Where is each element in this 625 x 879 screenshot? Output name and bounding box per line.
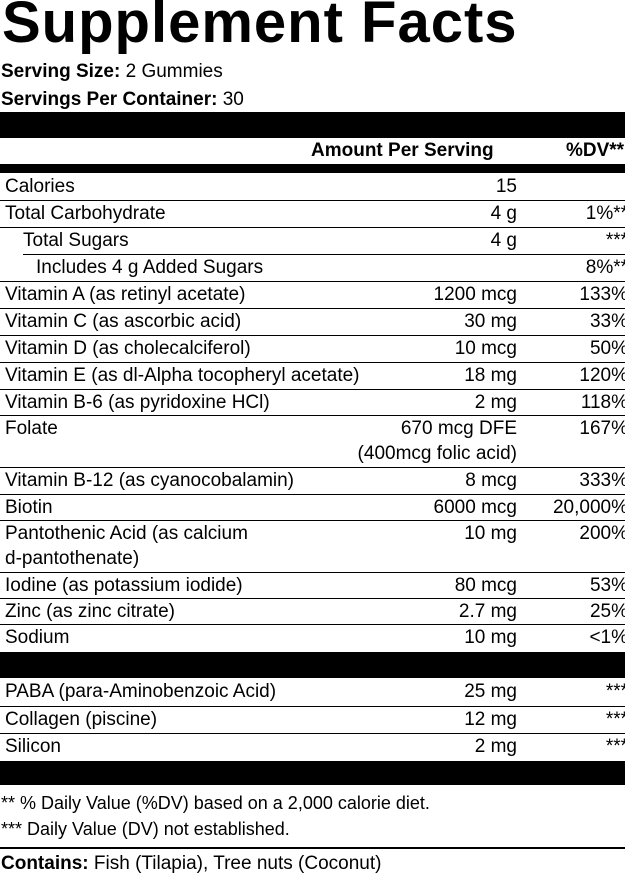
nutrient-dv: 133% bbox=[579, 284, 625, 305]
row-divider bbox=[0, 227, 625, 228]
nutrient-name-continued: d-pantothenate) bbox=[5, 548, 140, 569]
panel-title: Supplement Facts bbox=[2, 0, 518, 55]
nutrient-amount: 2 mg bbox=[474, 392, 517, 413]
servings-per-container-label: Servings Per Container: bbox=[1, 89, 218, 110]
row-divider bbox=[0, 598, 625, 599]
thick-divider-header bbox=[0, 164, 625, 173]
nutrient-name: Vitamin B-12 (as cyanocobalamin) bbox=[5, 470, 295, 491]
nutrient-dv: 20,000% bbox=[552, 497, 625, 518]
nutrient-dv: 120% bbox=[579, 365, 625, 386]
nutrient-dv: 8%** bbox=[585, 257, 625, 278]
footer-divider bbox=[0, 847, 625, 849]
nutrient-name: Includes 4 g Added Sugars bbox=[36, 257, 264, 278]
nutrient-name: Vitamin C (as ascorbic acid) bbox=[5, 311, 242, 332]
contains-value: Fish (Tilapia), Tree nuts (Coconut) bbox=[93, 853, 382, 874]
nutrient-dv: 200% bbox=[579, 523, 625, 544]
nutrient-amount: 6000 mcg bbox=[433, 497, 517, 518]
nutrient-amount: 10 mg bbox=[464, 523, 517, 544]
row-divider bbox=[0, 281, 625, 282]
nutrient-amount: 18 mg bbox=[464, 365, 517, 386]
row-divider bbox=[0, 706, 625, 707]
servings-per-container-value: 30 bbox=[222, 89, 244, 110]
nutrient-amount: 30 mg bbox=[464, 311, 517, 332]
nutrient-name: Total Carbohydrate bbox=[5, 203, 166, 224]
nutrient-name: Zinc (as zinc citrate) bbox=[5, 601, 175, 622]
nutrient-name: Iodine (as potassium iodide) bbox=[5, 575, 243, 596]
footnote-daily-value: ** % Daily Value (%DV) based on a 2,000 … bbox=[1, 793, 430, 813]
nutrient-name: Total Sugars bbox=[23, 230, 129, 251]
footnote-not-established: *** Daily Value (DV) not established. bbox=[1, 819, 290, 839]
allergen-statement: Contains: Fish (Tilapia), Tree nuts (Coc… bbox=[1, 853, 381, 875]
nutrient-name: Vitamin D (as cholecalciferol) bbox=[5, 338, 251, 359]
ingredient-name: PABA (para-Aminobenzoic Acid) bbox=[5, 681, 277, 702]
nutrient-name: Vitamin B-6 (as pyridoxine HCl) bbox=[5, 392, 270, 413]
servings-per-container: Servings Per Container: 30 bbox=[1, 88, 244, 112]
nutrient-amount: 15 bbox=[495, 176, 517, 197]
nutrient-row: Folate 670 mcg DFE (400mcg folic acid) 1… bbox=[0, 416, 625, 464]
serving-size-value: 2 Gummies bbox=[125, 61, 223, 82]
nutrient-amount: 10 mg bbox=[464, 627, 517, 648]
header-amount-per-serving: Amount Per Serving bbox=[311, 140, 494, 161]
row-divider bbox=[0, 624, 625, 625]
nutrient-name: Biotin bbox=[5, 497, 53, 518]
nutrient-name: Sodium bbox=[5, 627, 70, 648]
header-dv: %DV** bbox=[566, 140, 625, 161]
row-divider bbox=[0, 467, 625, 468]
nutrient-row: Pantothenic Acid (as calcium d-pantothen… bbox=[0, 521, 625, 569]
nutrient-name: Vitamin E (as dl-Alpha tocopheryl acetat… bbox=[5, 365, 360, 386]
nutrient-dv: 53% bbox=[589, 575, 625, 596]
nutrient-name: Calories bbox=[5, 176, 75, 197]
nutrient-amount: 80 mcg bbox=[454, 575, 517, 596]
thick-divider-bottom bbox=[0, 761, 625, 785]
row-divider bbox=[0, 335, 625, 336]
row-divider bbox=[0, 308, 625, 309]
serving-size-label: Serving Size: bbox=[1, 61, 121, 82]
row-divider bbox=[0, 389, 625, 390]
ingredient-dv: *** bbox=[605, 681, 625, 702]
row-divider bbox=[0, 733, 625, 734]
row-divider bbox=[0, 362, 625, 363]
nutrient-dv: *** bbox=[605, 230, 625, 251]
row-divider bbox=[0, 494, 625, 495]
ingredient-dv: *** bbox=[605, 709, 625, 730]
nutrient-dv: 50% bbox=[589, 338, 625, 359]
nutrient-name: Folate bbox=[5, 418, 58, 439]
nutrient-dv: 118% bbox=[580, 392, 625, 413]
nutrient-dv: <1% bbox=[589, 627, 625, 648]
nutrient-dv: 333% bbox=[579, 470, 625, 491]
nutrient-dv: 25% bbox=[589, 601, 625, 622]
ingredient-amount: 2 mg bbox=[474, 736, 517, 757]
row-divider bbox=[0, 572, 625, 573]
ingredient-name: Silicon bbox=[5, 736, 61, 757]
ingredient-amount: 25 mg bbox=[464, 681, 517, 702]
nutrient-dv: 167% bbox=[579, 418, 625, 439]
nutrient-amount: 8 mcg bbox=[465, 470, 517, 491]
thick-divider-middle bbox=[0, 652, 625, 678]
row-divider bbox=[0, 200, 625, 201]
nutrient-amount-detail: (400mcg folic acid) bbox=[357, 443, 517, 464]
row-divider bbox=[23, 254, 625, 255]
nutrient-amount: 670 mcg DFE bbox=[400, 418, 517, 439]
ingredient-dv: *** bbox=[605, 736, 625, 757]
row-divider bbox=[0, 415, 625, 416]
row-divider bbox=[0, 520, 625, 521]
contains-label: Contains: bbox=[1, 853, 89, 874]
nutrient-dv: 1%** bbox=[585, 203, 625, 224]
nutrient-dv: 33% bbox=[589, 311, 625, 332]
thick-divider-top bbox=[0, 112, 625, 138]
nutrient-name: Vitamin A (as retinyl acetate) bbox=[5, 284, 246, 305]
nutrient-amount: 4 g bbox=[490, 230, 517, 251]
nutrient-name: Pantothenic Acid (as calcium bbox=[5, 523, 248, 544]
nutrient-amount: 4 g bbox=[490, 203, 517, 224]
ingredient-name: Collagen (piscine) bbox=[5, 709, 158, 730]
ingredient-amount: 12 mg bbox=[464, 709, 517, 730]
serving-size: Serving Size: 2 Gummies bbox=[1, 60, 223, 84]
nutrient-amount: 10 mcg bbox=[454, 338, 517, 359]
nutrient-amount: 1200 mcg bbox=[433, 284, 517, 305]
nutrient-amount: 2.7 mg bbox=[458, 601, 517, 622]
